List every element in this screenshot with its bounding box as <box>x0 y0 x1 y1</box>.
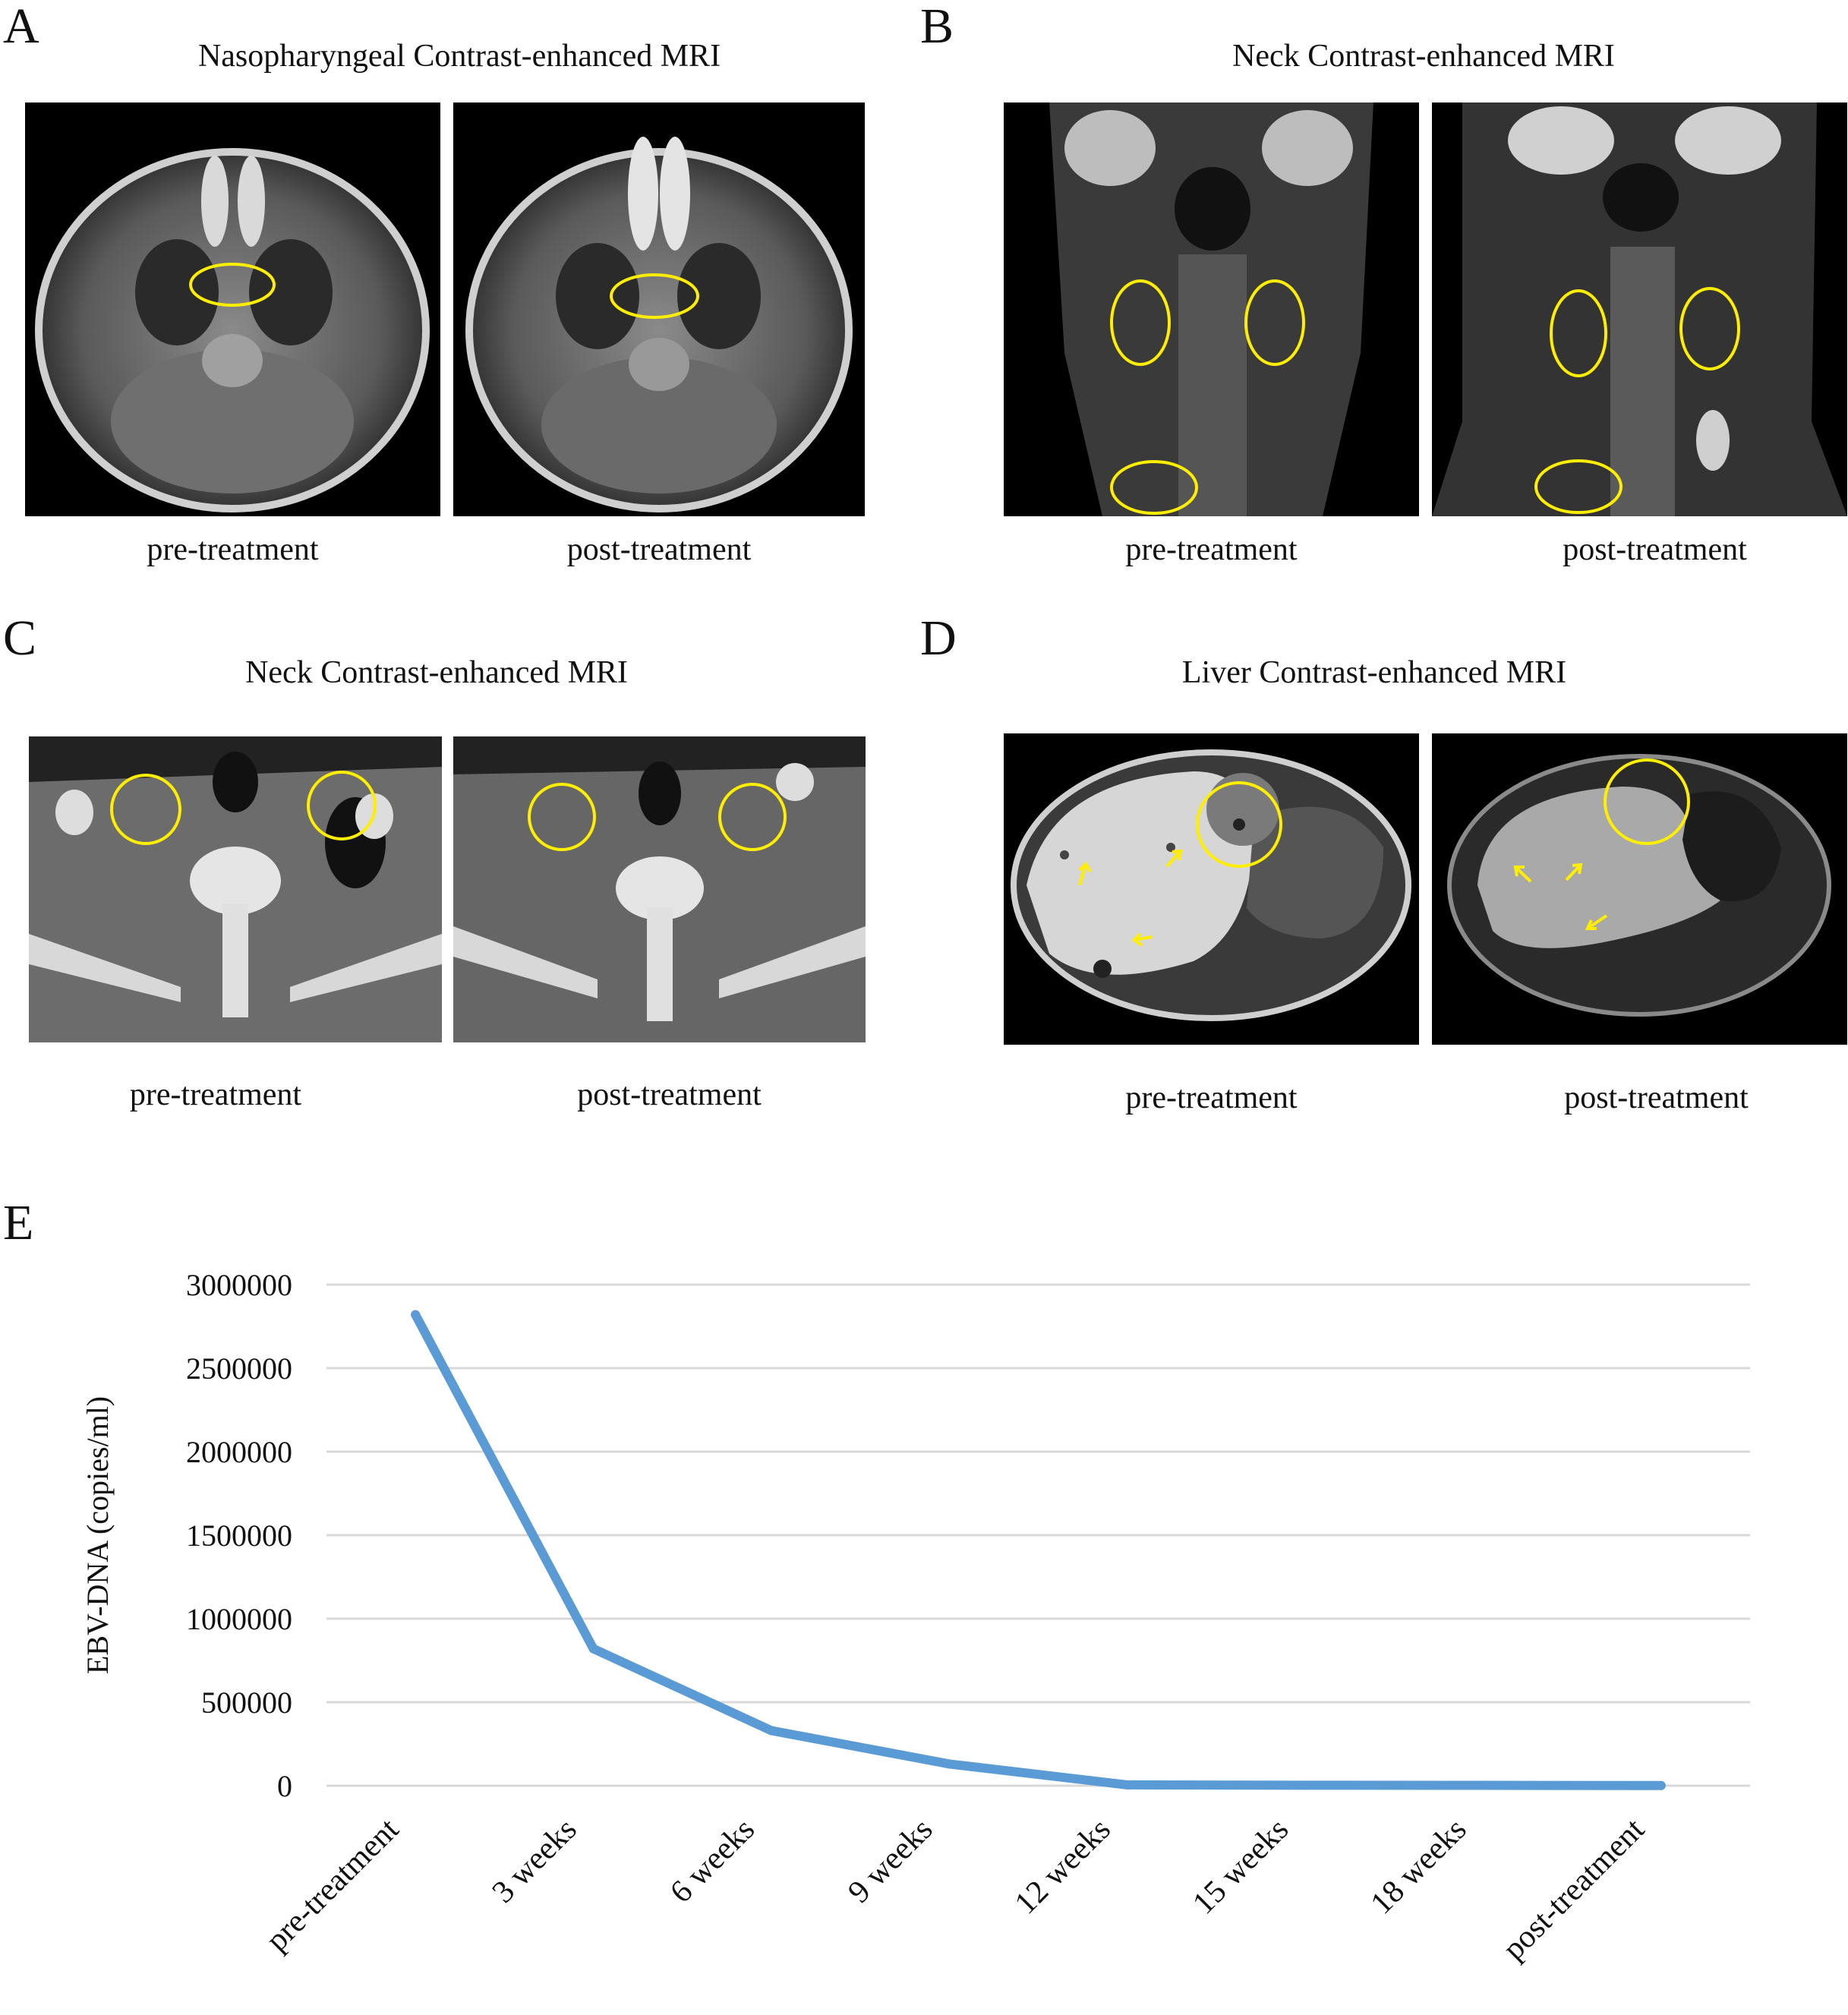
panel-c-post-image <box>453 736 866 1042</box>
panel-d-post-arrows <box>1513 862 1608 930</box>
panel-b-post-caption: post-treatment <box>1563 532 1747 567</box>
panel-c-pre-image <box>29 736 442 1042</box>
panel-a-title: Nasopharyngeal Contrast-enhanced MRI <box>197 39 721 74</box>
panel-c-post-annotation-right <box>718 783 787 851</box>
panel-b-pre-annotation-bottom <box>1110 460 1198 515</box>
data-point <box>944 1759 954 1769</box>
panel-a-post-annotation <box>610 273 699 319</box>
panel-c-pre-caption: pre-treatment <box>129 1077 302 1112</box>
ebv-dna-chart: 0 500000 1000000 1500000 2000000 2500000 30000… <box>0 1245 1848 2011</box>
panel-b-post-image <box>1432 102 1847 516</box>
panel-b-post-annotation-left <box>1550 289 1607 377</box>
data-point <box>588 1644 598 1654</box>
panel-b-pre-annotation-left <box>1110 279 1171 366</box>
panel-a-pre-image <box>25 102 440 516</box>
panel-a-pre-caption: pre-treatment <box>147 532 319 567</box>
x-tick-label: post-treatment <box>1496 1812 1651 1966</box>
panel-c-post-annotation-left <box>528 783 596 851</box>
data-point <box>766 1726 776 1736</box>
panel-d-pre-arrows <box>1078 849 1183 947</box>
panel-b-post-annotation-right <box>1679 287 1740 371</box>
panel-b-pre-caption: pre-treatment <box>1125 532 1298 567</box>
x-tick-label: 18 weeks <box>1364 1812 1474 1922</box>
panel-d-post-image <box>1432 733 1847 1045</box>
panel-b-pre-annotation-right <box>1244 279 1305 366</box>
panel-d-title: Liver Contrast-enhanced MRI <box>1181 655 1567 690</box>
x-tick-label: 3 weeks <box>486 1812 584 1910</box>
panel-c-pre-annotation-right <box>307 771 377 840</box>
panel-a-post-caption: post-treatment <box>566 532 752 567</box>
data-point <box>1301 1780 1310 1790</box>
panel-c-title: Neck Contrast-enhanced MRI <box>245 655 628 690</box>
panel-b-post-annotation-bottom <box>1534 459 1623 514</box>
panel-c-post-caption: post-treatment <box>577 1077 762 1112</box>
x-tick-label: 15 weeks <box>1186 1812 1295 1922</box>
y-tick-label: 2500000 <box>186 1351 292 1386</box>
y-tick-label: 1500000 <box>186 1518 292 1553</box>
y-tick-label: 500000 <box>201 1685 292 1720</box>
data-point <box>411 1310 421 1320</box>
panel-d-pre-image <box>1004 733 1419 1045</box>
panel-b-title: Neck Contrast-enhanced MRI <box>1232 39 1615 74</box>
panel-letter-a: A <box>3 0 39 54</box>
panel-d-pre-caption: pre-treatment <box>1125 1080 1298 1115</box>
y-tick-label: 1000000 <box>186 1602 292 1636</box>
panel-d-pre-annotation-circle <box>1196 781 1282 868</box>
y-tick-label: 0 <box>277 1769 292 1803</box>
panel-letter-b: B <box>920 0 954 54</box>
x-tick-label: 6 weeks <box>664 1812 762 1910</box>
x-tick-label: pre-treatment <box>260 1812 406 1958</box>
panel-a-pre-annotation <box>189 263 276 307</box>
panel-d-post-caption: post-treatment <box>1564 1080 1749 1115</box>
y-tick-label: 3000000 <box>186 1268 292 1302</box>
series-line <box>411 1310 1666 1790</box>
panel-letter-d: D <box>920 610 957 666</box>
panel-d-post-annotation-circle <box>1604 758 1690 845</box>
y-tick-label: 2000000 <box>186 1435 292 1469</box>
panel-letter-e: E <box>3 1195 34 1250</box>
panel-letter-c: C <box>3 610 37 666</box>
panel-b-pre-image <box>1004 102 1419 516</box>
y-axis-label: EBV-DNA (copies/ml) <box>80 1396 115 1674</box>
panel-c-pre-annotation-left <box>110 774 181 845</box>
panel-a-post-image <box>453 102 865 516</box>
data-point <box>1656 1780 1666 1790</box>
data-point <box>1478 1780 1488 1790</box>
data-point <box>1122 1780 1132 1790</box>
x-tick-label: 9 weeks <box>841 1812 939 1910</box>
x-tick-label: 12 weeks <box>1008 1812 1118 1922</box>
